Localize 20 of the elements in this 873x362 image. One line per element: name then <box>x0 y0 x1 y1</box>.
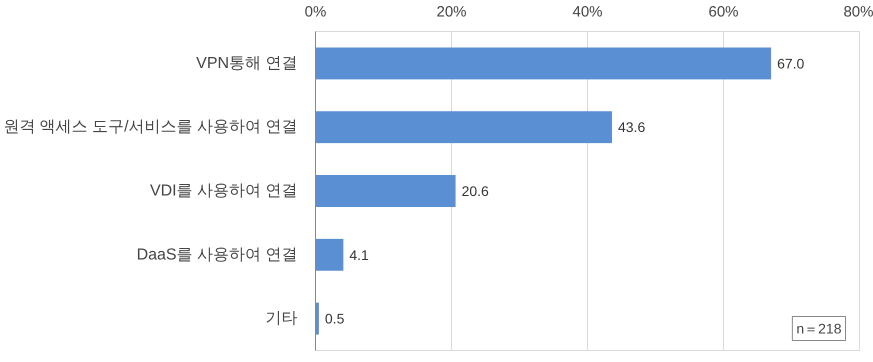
x-tick-label: 60% <box>708 4 739 20</box>
bar <box>316 175 456 207</box>
data-label: 0.5 <box>324 310 345 327</box>
x-tick-label: 80% <box>843 4 873 20</box>
bar <box>316 47 772 80</box>
y-tick-label: 기타 <box>266 310 298 328</box>
y-tick-label: VPN통해 연결 <box>196 54 298 72</box>
x-tick-label: 40% <box>572 4 603 20</box>
bar <box>316 111 612 144</box>
annotation: n＝218 <box>796 320 842 336</box>
y-tick-label: VDI를 사용하여 연결 <box>150 182 298 200</box>
data-label: 20.6 <box>462 183 490 199</box>
y-tick-label: DaaS를 사용하여 연결 <box>136 246 298 264</box>
data-label: 43.6 <box>618 119 646 136</box>
x-tick-label: 0% <box>304 4 326 20</box>
y-tick-label: 원격 액세스 도구/서비스를 사용하여 연결 <box>3 118 298 136</box>
x-tick-label: 20% <box>436 4 467 20</box>
data-label: 4.1 <box>349 246 370 263</box>
bar <box>316 238 344 271</box>
data-label: 67.0 <box>777 55 805 72</box>
